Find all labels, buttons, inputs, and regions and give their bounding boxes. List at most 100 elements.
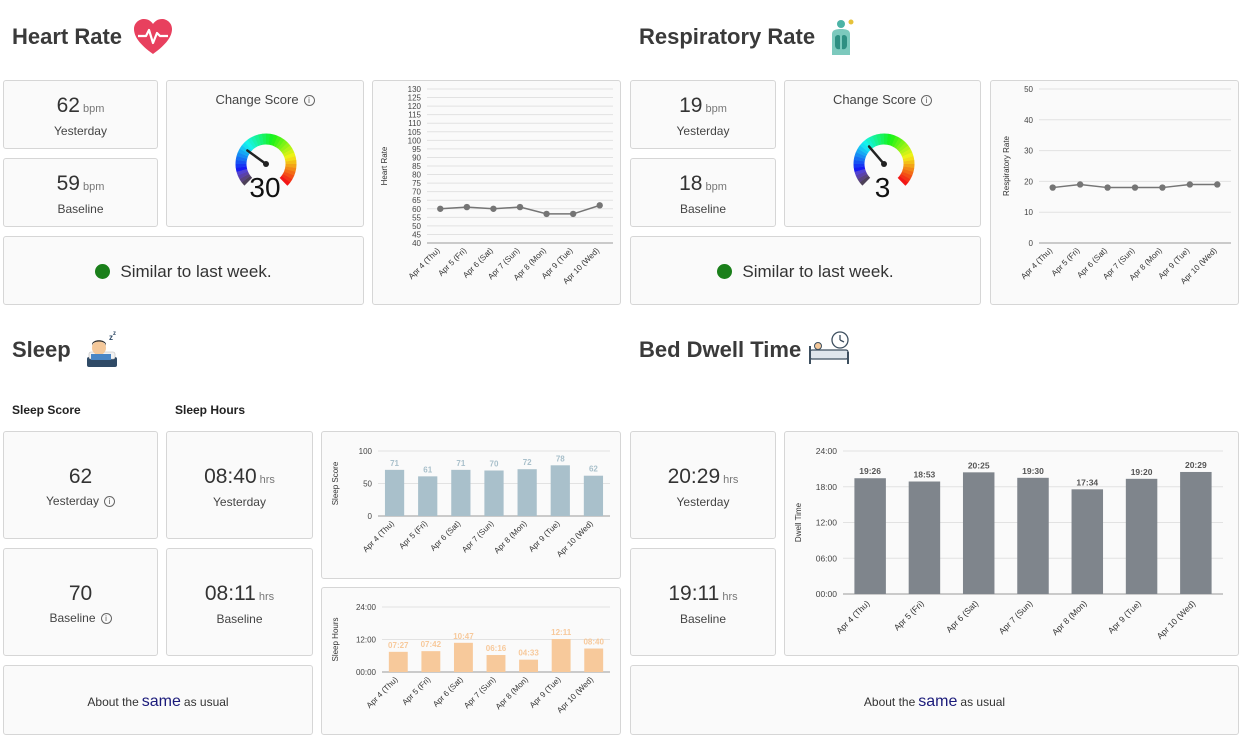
data-label: 78: [556, 454, 565, 463]
sleep-score-yesterday-value: 62: [68, 465, 93, 488]
x-tick-label: Apr 5 (Fri): [397, 519, 429, 551]
y-tick-label: 130: [408, 85, 422, 94]
gauge-arc-segment: [857, 145, 869, 155]
data-point: [1104, 184, 1111, 191]
gauge-arc-segment: [876, 133, 882, 146]
y-axis-label: Sleep Hours: [331, 617, 340, 661]
x-tick-label: Apr 9 (Tue): [528, 675, 563, 710]
gauge-arc-segment: [895, 139, 906, 151]
bed-yesterday-card: 20:29 hrs Yesterday: [630, 431, 776, 539]
sleep-score-baseline-card: 70 Baseline i: [3, 548, 158, 656]
gauge-arc-segment: [273, 135, 282, 148]
sleep-score-yesterday-card: 62 Yesterday i: [3, 431, 158, 539]
hr-yesterday-value: 62 bpm: [56, 94, 105, 117]
data-point: [569, 210, 577, 218]
sleeping-person-icon: z z: [87, 331, 117, 367]
bar: [384, 469, 405, 516]
x-tick-label: Apr 4 (Thu): [834, 598, 872, 636]
sleep-title: Sleep: [12, 337, 71, 362]
bar: [583, 475, 604, 516]
sleep-hours-baseline-card: 08:11 hrs Baseline: [166, 548, 313, 656]
rr-yesterday-value: 19 bpm: [679, 94, 727, 117]
gauge-arc-segment: [282, 148, 295, 157]
gauge-arc-segment: [893, 137, 903, 149]
y-tick-label: 0: [1029, 239, 1034, 248]
x-tick-label: Apr 10 (Wed): [1155, 598, 1198, 641]
bed-yesterday-label: Yesterday: [676, 495, 730, 509]
sleep-score-header: Sleep Score: [12, 403, 81, 417]
hr-yesterday-card: 62 bpm Yesterday: [3, 80, 158, 149]
y-tick-label: 40: [412, 239, 421, 248]
gauge-arc-segment: [283, 152, 296, 160]
gauge-hub: [881, 161, 887, 167]
data-label: 19:30: [1022, 466, 1044, 476]
gauge-arc-segment: [891, 135, 900, 148]
info-icon[interactable]: i: [100, 613, 112, 624]
y-tick-label: 75: [412, 179, 421, 188]
info-icon[interactable]: i: [103, 496, 115, 507]
data-label: 08:40: [583, 638, 604, 647]
data-label: 62: [589, 465, 598, 474]
data-label: 17:34: [1076, 477, 1098, 487]
y-tick-label: 12:00: [816, 518, 838, 528]
gauge-arc-segment: [281, 145, 293, 155]
data-point: [543, 210, 550, 218]
bed-clock-icon: [809, 331, 849, 364]
gauge-arc-segment: [886, 133, 893, 146]
rr-change-score-value: 3: [874, 172, 891, 203]
x-tick-label: Apr 9 (Tue): [1106, 598, 1143, 635]
gauge-arc-segment: [235, 166, 248, 172]
gauge-arc-segment: [247, 137, 257, 149]
sleep-about-text: About the same as usual: [87, 693, 229, 710]
x-tick-label: Apr 5 (Fri): [892, 598, 926, 632]
data-label: 07:27: [388, 641, 409, 650]
sleep-score-baseline-label: Baseline i: [4, 611, 157, 625]
data-label: 10:47: [453, 632, 474, 641]
data-label: 61: [423, 465, 432, 474]
y-tick-label: 120: [408, 102, 422, 111]
y-tick-label: 45: [412, 230, 421, 239]
respiratory-rate-title: Respiratory Rate: [639, 24, 816, 49]
gauge-arc-segment: [277, 139, 288, 151]
lungs-icon: [832, 19, 854, 55]
gauge-arc-segment: [279, 142, 291, 153]
gauge-arc-segment: [854, 152, 867, 160]
bar: [584, 648, 604, 672]
data-label: 12:11: [551, 628, 572, 637]
data-point: [437, 205, 444, 212]
bar: [854, 478, 886, 594]
y-tick-label: 95: [412, 145, 421, 154]
y-tick-label: 100: [359, 447, 373, 456]
sleep-hours-baseline-value: 08:11 hrs: [204, 582, 275, 605]
hr-chart-card: 40 45 50 55 60 65 70 75 80 85 90 95 100 105 110 115 120 1…: [372, 80, 621, 305]
x-tick-label: Apr 8 (Mon): [492, 519, 528, 555]
info-icon[interactable]: i: [921, 95, 933, 106]
y-tick-label: 12:00: [356, 636, 377, 645]
hr-change-score-card: Change Score i 30: [166, 80, 364, 227]
x-tick-label: Apr 8 (Mon): [494, 675, 530, 711]
y-tick-label: 30: [1024, 147, 1033, 156]
gauge-needle: [867, 145, 886, 166]
rr-yesterday-label: Yesterday: [676, 124, 730, 138]
svg-text:z: z: [113, 331, 116, 337]
y-tick-label: 85: [412, 162, 421, 171]
sleep-hours-yesterday-value: 08:40 hrs: [204, 465, 275, 488]
gauge-arc-segment: [901, 152, 914, 160]
data-label: 18:53: [914, 470, 936, 480]
gauge-arc-segment: [865, 137, 875, 149]
y-tick-label: 115: [408, 111, 421, 120]
gauge-arc-segment: [897, 142, 909, 153]
data-label: 19:26: [859, 466, 881, 476]
bar: [451, 469, 471, 516]
bed-baseline-card: 19:11 hrs Baseline: [630, 548, 776, 656]
status-dot-icon: [95, 264, 111, 279]
gauge-needle: [246, 149, 268, 166]
y-tick-label: 50: [1024, 85, 1033, 94]
y-tick-label: 60: [412, 205, 421, 214]
data-label: 71: [390, 459, 399, 468]
gauge-arc-segment: [859, 142, 871, 153]
bed-yesterday-value: 20:29 hrs: [667, 465, 739, 488]
info-icon[interactable]: i: [303, 95, 315, 106]
bar: [388, 651, 408, 672]
x-tick-label: Apr 7 (Sun): [997, 598, 1035, 636]
